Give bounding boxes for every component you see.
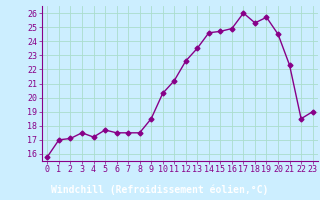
Text: Windchill (Refroidissement éolien,°C): Windchill (Refroidissement éolien,°C) [51,184,269,195]
